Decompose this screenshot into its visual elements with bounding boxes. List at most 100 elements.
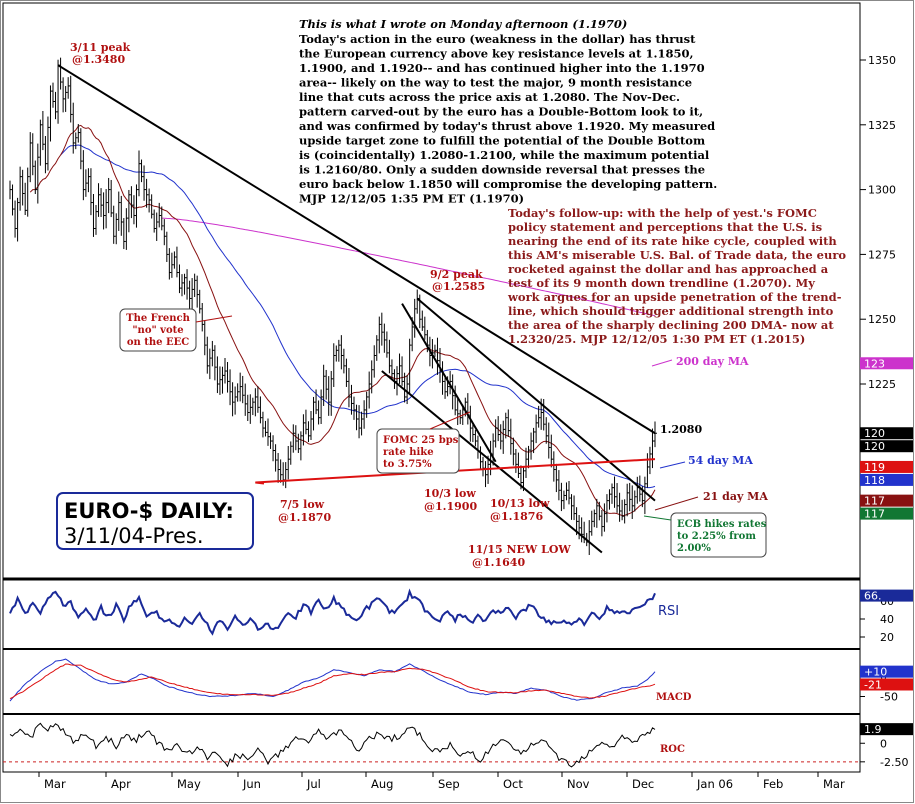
ma54-line [60,144,656,489]
price-tick-label: 1250 [868,313,896,326]
commentary-line: the European currency above key resistan… [299,47,693,61]
x-tick-label: Jan 06 [696,777,733,791]
ecb-line-1: ECB hikes rates [677,519,767,530]
followup-line: policy statement and perceptions that th… [508,220,822,234]
followup-line: rocketed against the dollar and has appr… [508,262,829,276]
low-oct13-value: @1.1876 [490,510,543,523]
low-nov-label: 11/15 NEW LOW [468,543,571,556]
followup-line: line, which should trigger additional st… [508,304,834,318]
french-vote-line-2: "no" vote [132,325,183,336]
ma21-pointer [654,496,699,511]
commentary-line: upside target zone to fulfill the potent… [299,134,705,148]
commentary-monday: This is what I wrote on Monday afternoon… [299,17,717,206]
french-vote-pointer [195,315,233,323]
macd-label: MACD [656,692,692,703]
indicator-tag-label: +10 [864,666,887,679]
x-tick-label: Jun [242,777,261,791]
followup-line: test of its 9 month down trendline (1.20… [508,276,815,290]
indicator-tick-label: -2.50 [880,756,908,769]
commentary-line: is 1.2160/80. Only a sudden downside rev… [299,163,705,177]
value-tag [860,357,913,370]
x-tick-label: Jul [306,777,321,791]
level-1208-label: 1.2080 [660,423,702,436]
rsi-plot: 60402066. [9,588,913,644]
followup-lines: Today's follow-up: with the help of yest… [507,206,846,346]
x-tick-label: Sep [438,777,460,791]
trendline [381,370,603,554]
followup-line: Today's follow-up: with the help of yest… [508,206,817,220]
fomc-line-3: to 3.75% [383,459,432,470]
x-tick-label: Mar [44,777,66,791]
indicator-tick-label: 0 [880,737,887,750]
price-tick-label: 1325 [868,119,896,132]
value-tag-label: 120 [864,427,885,440]
value-tag-label: 117 [864,508,885,521]
ma200-line [161,217,656,317]
ma200-pointer [651,359,673,367]
low-oct13-label: 10/13 low [490,497,550,510]
french-vote-line-3: on the EEC [127,337,189,348]
value-tag-label: 118 [864,474,885,487]
indicator-tick-label: 20 [880,631,894,644]
low-jul-label: 7/5 low [280,498,325,511]
x-tick-label: Dec [632,777,654,791]
ecb-line-3: 2.00% [677,543,711,554]
low-jul-value: @1.1870 [278,511,331,524]
peak-sep-value: @1.2585 [432,280,485,293]
value-tag-label: 120 [864,440,885,453]
commentary-line: area-- likely on the way to test the maj… [299,76,692,90]
commentary-line: is (coincidentally) 1.2080-1.2100, while… [299,148,710,162]
roc-label: ROC [660,744,685,755]
chart-title: EURO-$ DAILY: [64,499,234,523]
macd-plot: 0-50+10-21 [9,658,913,704]
ma54-pointer [659,461,686,469]
title-box [56,492,254,550]
indicator-tag [860,665,913,678]
commentary-line: pattern carved-out by the euro has a Dou… [299,105,703,119]
commentary-followup: Today's follow-up: with the help of yest… [507,206,846,346]
ma21-label: 21 day MA [703,490,768,503]
trendline [416,297,656,502]
value-tag-label: 123 [864,357,885,370]
fomc-line-1: FOMC 25 bps [383,435,459,446]
x-axis: Mar Apr May Jun Jul Aug Sep Oct Nov Dec Jan 06 Feb M… [38,772,845,791]
value-tag-label: 119 [864,461,885,474]
ecb-box [670,512,767,558]
indicator-tag-label: 66. [864,590,882,603]
fomc-pointer [429,411,471,430]
roc-panel [2,713,861,773]
value-tag [860,440,913,453]
ma200-label: 200 day MA [676,355,749,368]
value-tag [860,473,913,486]
macd-panel [2,648,861,715]
price-tick-label: 1350 [868,54,896,67]
ma54-label: 54 day MA [688,454,753,467]
chart-annotations: 3/11 peak @1.3480 9/2 peak @1.2585 The F… [56,41,768,755]
price-tick-label: 1275 [868,248,896,261]
x-tick-label: Oct [503,777,523,791]
commentary-line: Today's action in the euro (weakness in … [299,32,696,46]
ecb-line-2: to 2.25% from [677,531,756,542]
price-tick-label: 1300 [868,184,896,197]
commentary-line: 1.1900, and 1.1920-- and has continued h… [299,61,705,75]
french-vote-line-1: The French [126,313,190,324]
indicator-tag [860,723,913,736]
french-vote-box [119,308,197,352]
followup-line: nearing the end of its rate hike cycle, … [508,234,837,248]
trendline [401,303,497,463]
indicator-tag [860,678,913,691]
followup-line: 1.2320/25. MJP 12/12/05 1:30 PM ET (1.20… [508,332,805,346]
price-tick-label: 1225 [868,378,896,391]
ecb-pointer [643,515,672,521]
indicator-tag-label: 1.9 [864,723,882,736]
value-tag [860,427,913,440]
price-axis: 1350 1325 1300 1275 1250 1225 [860,54,896,391]
price-panel [2,2,861,580]
commentary-line: euro back below 1.1850 will compromise t… [299,177,717,191]
fomc-box [376,428,460,474]
rsi-panel [2,578,861,650]
x-tick-label: May [177,777,201,791]
